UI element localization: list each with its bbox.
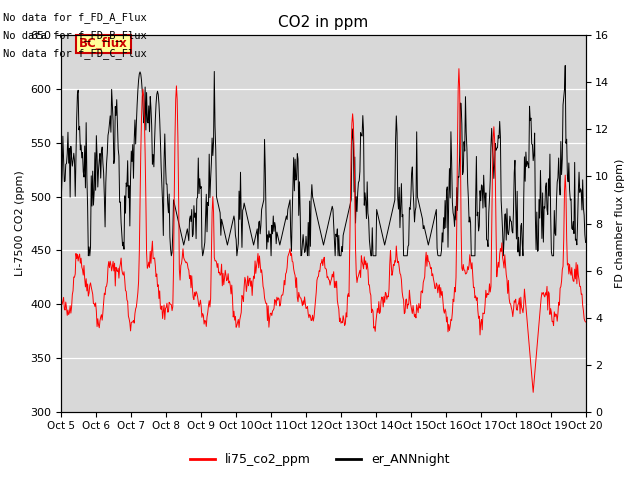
Text: No data for f_FD_B_Flux: No data for f_FD_B_Flux <box>3 30 147 41</box>
Text: BC_flux: BC_flux <box>79 37 127 50</box>
Title: CO2 in ppm: CO2 in ppm <box>278 15 369 30</box>
Text: No data for f_FD_C_Flux: No data for f_FD_C_Flux <box>3 48 147 60</box>
Y-axis label: FD chamber flux (ppm): FD chamber flux (ppm) <box>615 159 625 288</box>
Text: No data for f_FD_A_Flux: No data for f_FD_A_Flux <box>3 12 147 23</box>
Legend: li75_co2_ppm, er_ANNnight: li75_co2_ppm, er_ANNnight <box>186 448 454 471</box>
Y-axis label: Li-7500 CO2 (ppm): Li-7500 CO2 (ppm) <box>15 170 25 276</box>
